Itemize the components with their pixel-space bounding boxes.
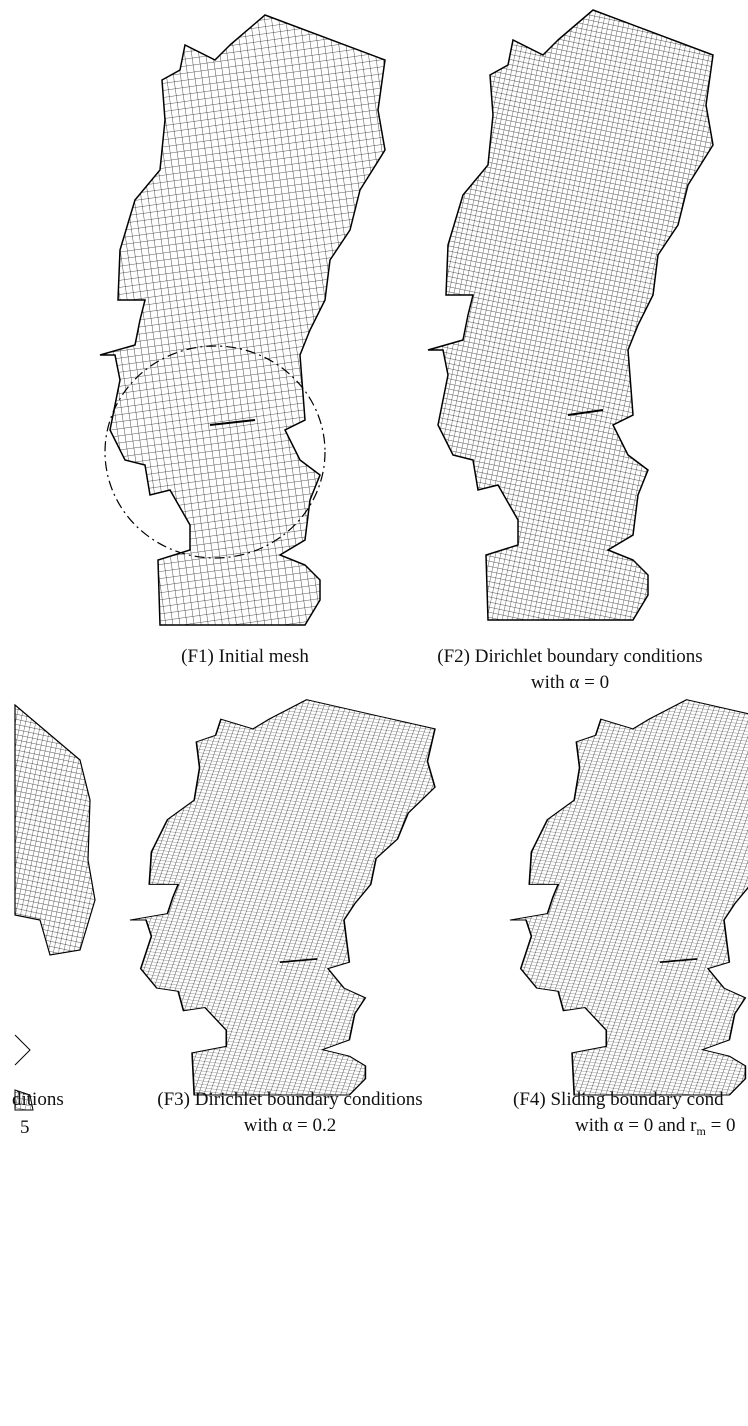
caption: (F4) Sliding boundary cond	[513, 1089, 724, 1110]
figure-page: (F1) Initial mesh (F2) Dirichlet boundar…	[0, 0, 748, 1426]
caption: 5	[20, 1117, 30, 1138]
caption: (F2) Dirichlet boundary conditions	[437, 646, 702, 667]
caption-part: = 0	[706, 1115, 736, 1136]
mesh-f2	[428, 10, 713, 620]
mesh-f1	[100, 15, 385, 625]
figure: (F1) Initial mesh (F2) Dirichlet boundar…	[0, 0, 748, 1426]
caption: (F1) Initial mesh	[181, 646, 309, 667]
mesh-partial	[15, 705, 95, 1110]
caption-part: with α = 0 and r	[575, 1115, 697, 1136]
caption: with α = 0	[531, 672, 609, 693]
mesh-f3	[130, 700, 435, 1095]
caption: (F3) Dirichlet boundary conditions	[157, 1089, 422, 1110]
mesh-f4	[510, 700, 748, 1095]
caption: with α = 0.2	[244, 1115, 336, 1136]
caption: ditions	[12, 1089, 64, 1110]
caption: with α = 0 and rm = 0	[575, 1115, 736, 1138]
